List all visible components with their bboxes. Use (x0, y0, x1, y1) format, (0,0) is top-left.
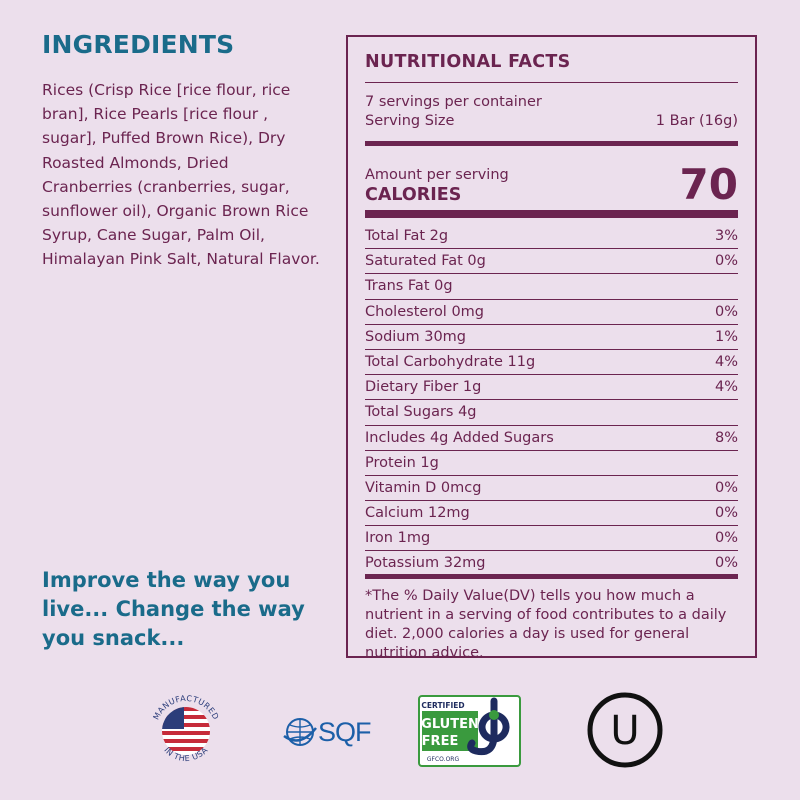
nutrient-name: Sodium 30mg (365, 328, 467, 345)
servings-per-container: 7 servings per container (365, 94, 542, 110)
ingredients-text: Rices (Crisp Rice [rice flour, rice bran… (42, 81, 320, 269)
nutrient-name: Vitamin D 0mcg (365, 479, 482, 496)
nutrient-row: Saturated Fat 0g 0% (365, 249, 738, 275)
nutrient-name: Total Carbohydrate 11g (365, 354, 536, 371)
nutrient-row: Includes 4g Added Sugars 8% (365, 426, 738, 451)
gf-certified-text: CERTIFIED (421, 701, 464, 710)
calories-value: 70 (679, 160, 738, 209)
gf-gluten-text: GLUTEN (421, 717, 479, 732)
serving-size-label: Serving Size (365, 113, 455, 129)
gf-free-text: FREE (422, 734, 459, 749)
calories-label: CALORIES (365, 185, 462, 205)
nutrient-row: Vitamin D 0mcg 0% (365, 476, 738, 502)
nutrient-name: Total Sugars 4g (365, 404, 477, 421)
nutrient-name: Trans Fat 0g (365, 278, 453, 295)
nutrient-row: Iron 1mg 0% (365, 526, 738, 552)
nutrient-name: Includes 4g Added Sugars (365, 429, 554, 446)
kosher-logo: U (585, 690, 665, 770)
nutrient-name: Cholesterol 0mg (365, 303, 485, 320)
nutrient-dv: 0% (714, 479, 738, 496)
nutrient-dv: 4% (714, 379, 738, 396)
amount-per-serving: Amount per serving (365, 167, 509, 183)
globe-icon (283, 718, 317, 746)
nutrient-row: Potassium 32mg 0% (365, 551, 738, 580)
serving-size-value: 1 Bar (16g) (655, 113, 738, 129)
nutrient-row: Calcium 12mg 0% (365, 501, 738, 527)
nutrient-row: Total Fat 2g 3% (365, 224, 738, 250)
gluten-free-logo: CERTIFIED GLUTEN FREE GFCO.ORG (418, 695, 521, 767)
serving-size-row: Serving Size 1 Bar (16g) (365, 112, 738, 131)
ingredients-title: INGREDIENTS (42, 30, 235, 59)
nutrient-dv: 0% (714, 253, 738, 270)
nutrient-dv: 8% (714, 429, 738, 446)
kosher-u-icon: U (587, 692, 663, 768)
nutrient-dv: 1% (714, 328, 738, 345)
nutrient-row: Trans Fat 0g (365, 274, 738, 300)
usa-flag-icon: MANUFACTURED IN THE USA (151, 694, 220, 763)
nutrient-dv: 4% (714, 354, 738, 371)
sqf-text: SQF (318, 716, 372, 747)
nutrient-row: Cholesterol 0mg 0% (365, 300, 738, 325)
nutrient-name: Iron 1mg (365, 530, 431, 547)
nutrition-facts-panel: NUTRITIONAL FACTS 7 servings per contain… (346, 35, 757, 661)
nutrient-name: Saturated Fat 0g (365, 253, 486, 270)
nutrient-row: Dietary Fiber 1g 4% (365, 375, 738, 401)
kosher-letter: U (610, 708, 639, 754)
nutrient-name: Protein 1g (365, 454, 439, 471)
gf-site-text: GFCO.ORG (427, 756, 460, 763)
nutrient-row: Total Carbohydrate 11g 4% (365, 350, 738, 376)
nutrient-name: Dietary Fiber 1g (365, 379, 482, 396)
daily-value-footnote: *The % Daily Value(DV) tells you how muc… (365, 588, 727, 662)
nutrient-list: Total Fat 2g 3% Saturated Fat 0g 0% Trans … (365, 218, 738, 580)
tagline: Improve the way you live... Change the w… (42, 568, 305, 650)
nutrition-facts-title: NUTRITIONAL FACTS (365, 37, 738, 83)
nutrient-dv: 3% (714, 228, 738, 245)
nutrient-dv: 0% (714, 505, 738, 522)
nutrient-row: Sodium 30mg 1% (365, 325, 738, 350)
nutrient-dv: 0% (714, 554, 738, 571)
nutrient-row: Total Sugars 4g (365, 400, 738, 426)
sqf-logo: SQF (282, 712, 382, 752)
nutrient-name: Calcium 12mg (365, 505, 470, 522)
certification-logos: MANUFACTURED IN THE USA SQF CERTIFIED GL… (0, 690, 800, 780)
made-in-usa-logo: MANUFACTURED IN THE USA (145, 690, 227, 772)
gluten-free-badge-icon: CERTIFIED GLUTEN FREE GFCO.ORG (418, 695, 521, 767)
nutrient-dv: 0% (714, 303, 738, 320)
nutrient-name: Total Fat 2g (365, 228, 449, 245)
servings-block: 7 servings per container Serving Size 1 … (365, 83, 738, 146)
calories-block: Amount per serving CALORIES 70 (365, 146, 738, 218)
nutrient-name: Potassium 32mg (365, 554, 486, 571)
nutrient-dv: 0% (714, 530, 738, 547)
nutrient-row: Protein 1g (365, 451, 738, 476)
